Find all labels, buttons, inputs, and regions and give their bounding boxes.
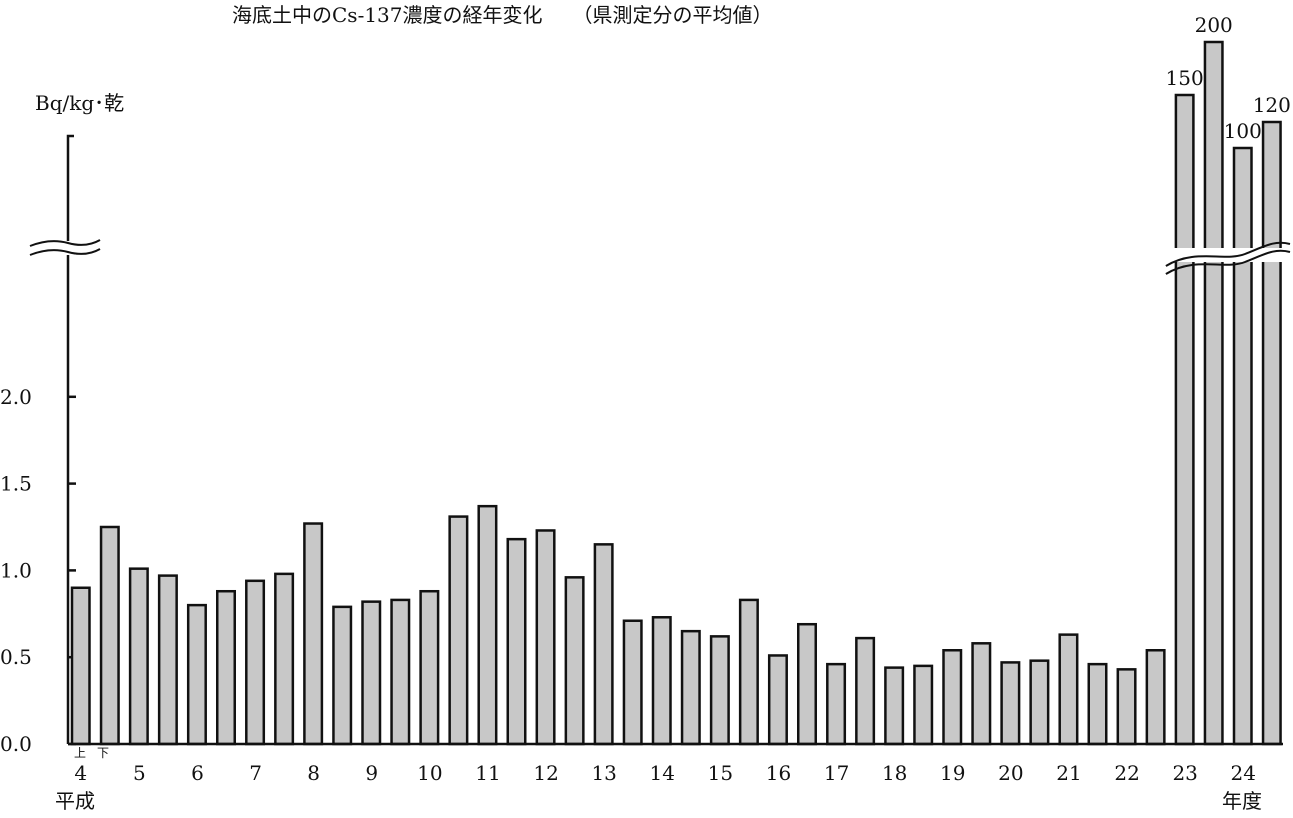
bar [680, 629, 701, 746]
y-axis-line [66, 134, 74, 744]
bar [506, 537, 527, 746]
bar [332, 605, 353, 746]
bars-group [70, 40, 1282, 746]
bar [157, 574, 178, 746]
bar [303, 522, 324, 746]
half-label-first: 上 [74, 746, 86, 760]
bar [564, 576, 585, 746]
x-axis-unit-label: 年度 [1222, 789, 1262, 813]
x-tick-label: 16 [766, 761, 791, 785]
x-tick-label: 15 [708, 761, 733, 785]
bar [855, 636, 876, 746]
bar [274, 572, 295, 746]
bar-value-label: 150 [1166, 66, 1204, 90]
bar [1232, 146, 1253, 746]
bar [419, 589, 440, 746]
x-tick-label: 13 [591, 761, 616, 785]
bar [448, 515, 469, 746]
x-tick-label: 17 [824, 761, 849, 785]
x-tick-label: 14 [650, 761, 675, 785]
y-tick-label: 2.0 [0, 385, 32, 409]
half-label-second: 下 [97, 746, 109, 760]
bar [128, 567, 149, 746]
bar [186, 603, 207, 746]
bar [1116, 668, 1137, 746]
bar [884, 666, 905, 746]
x-tick-label: 12 [533, 761, 558, 785]
y-axis-break-mark [28, 239, 101, 256]
x-tick-label: 23 [1172, 761, 1197, 785]
bar [593, 543, 614, 746]
x-tick-label: 19 [940, 761, 965, 785]
bar [767, 654, 788, 746]
x-tick-label: 11 [475, 761, 500, 785]
bar [971, 642, 992, 746]
y-axis-unit-label: Bq/kg･乾 [35, 91, 124, 115]
bar [622, 619, 643, 746]
bar [797, 622, 817, 746]
bar [651, 616, 672, 746]
bar-value-label: 120 [1253, 93, 1291, 117]
y-tick-label: 0.0 [0, 732, 32, 756]
bar [738, 598, 759, 746]
x-tick-label: 22 [1114, 761, 1139, 785]
bar [477, 504, 498, 746]
y-tick-label: 1.0 [0, 558, 32, 582]
x-tick-label: 10 [417, 761, 442, 785]
bar [1145, 649, 1166, 746]
bar [913, 664, 934, 746]
x-tick-label: 6 [191, 761, 204, 785]
bar [535, 529, 556, 746]
bar [1203, 40, 1224, 746]
bar [1029, 659, 1050, 746]
chart-title: 海底土中のCs-137濃度の経年変化 （県測定分の平均値） [232, 3, 773, 27]
bar [99, 525, 120, 746]
bar [1000, 661, 1021, 746]
bar [1261, 120, 1282, 746]
bar [216, 589, 236, 746]
bar-value-label: 200 [1195, 13, 1233, 37]
bar [70, 586, 91, 746]
x-tick-label: 20 [998, 761, 1023, 785]
x-tick-label: 4 [74, 761, 87, 785]
x-tick-label: 5 [133, 761, 146, 785]
x-tick-labels: 4 5 6 7 8 9 10 11 12 13 14 15 16 17 18 19 20 21 22 23 24 [74, 761, 1256, 785]
x-tick-label: 7 [249, 761, 262, 785]
bar [942, 649, 963, 746]
bar [1058, 633, 1079, 746]
x-axis-era-label: 平成 [55, 789, 95, 813]
bar [826, 662, 847, 746]
bar [361, 600, 382, 746]
bar [390, 598, 411, 746]
x-tick-label: 24 [1231, 761, 1256, 785]
bar [709, 635, 730, 746]
y-tick-labels: 0.0 0.5 1.0 1.5 2.0 [0, 385, 76, 756]
bar [1087, 662, 1108, 746]
y-tick-label: 0.5 [0, 645, 32, 669]
bar-value-label: 100 [1224, 119, 1262, 143]
x-tick-label: 18 [882, 761, 907, 785]
x-tick-label: 8 [307, 761, 320, 785]
y-tick-label: 1.5 [0, 472, 32, 496]
bar [1174, 93, 1195, 746]
x-tick-label: 21 [1056, 761, 1081, 785]
x-tick-label: 9 [365, 761, 378, 785]
bar [245, 579, 266, 746]
bar-break-mark [1165, 241, 1291, 275]
